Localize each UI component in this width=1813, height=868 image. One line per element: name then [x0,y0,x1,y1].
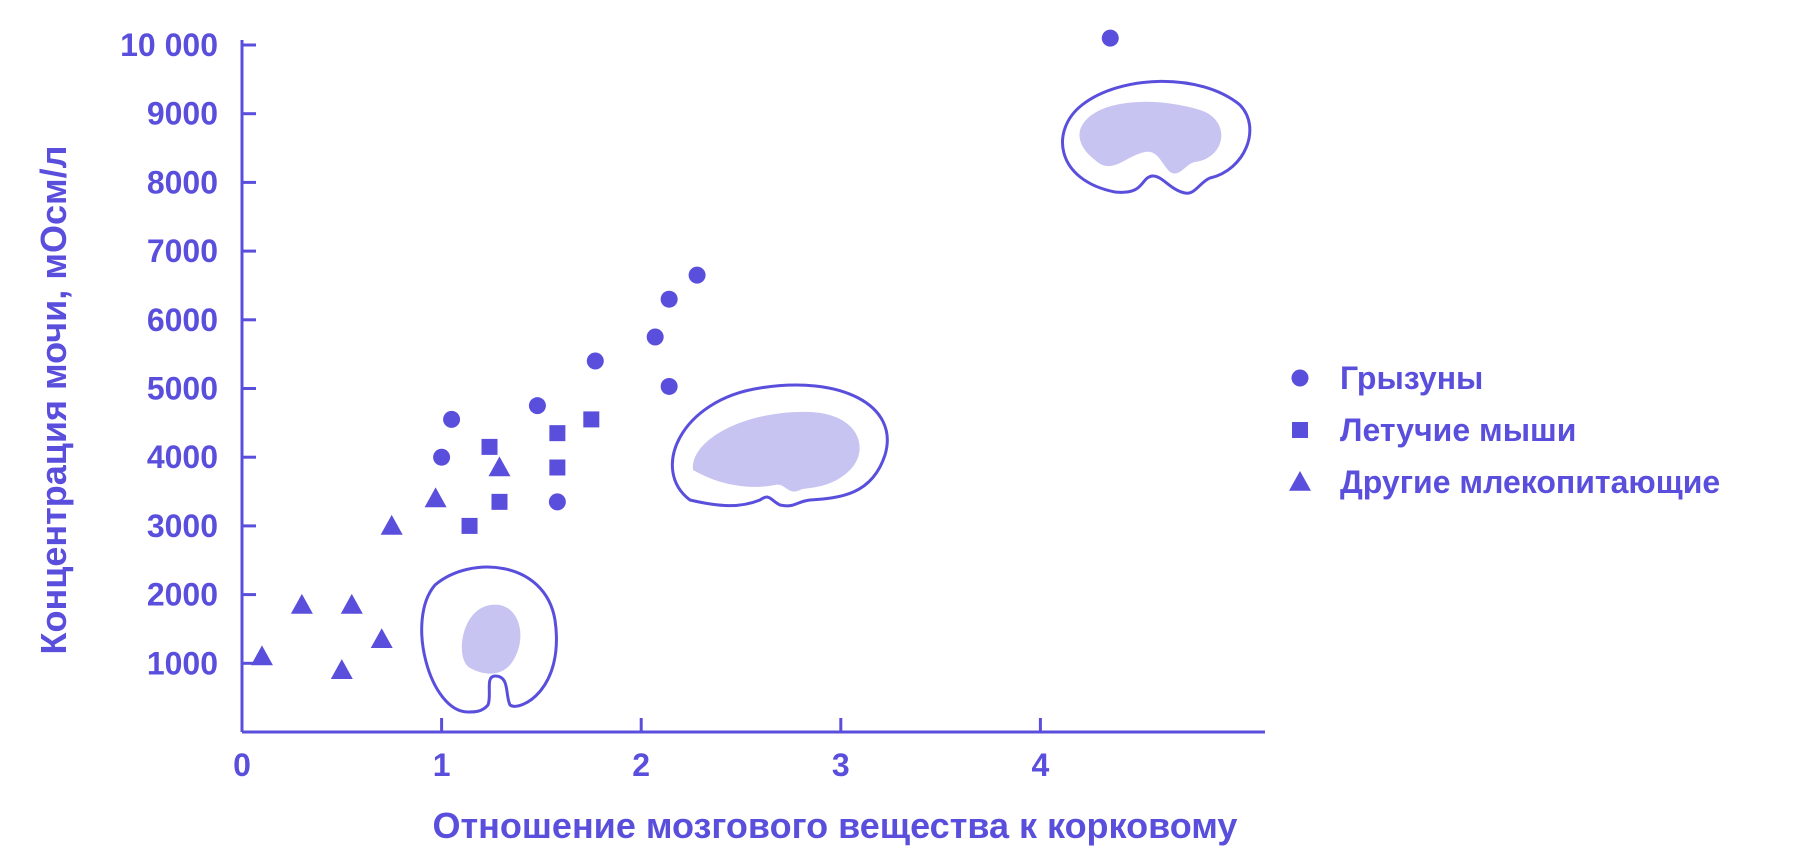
triangle-data-point [380,514,403,535]
y-tick-label: 2000 [147,577,218,613]
circle-data-point [1101,29,1119,47]
circle-data-point [660,290,678,308]
y-axis-title: Концентрация мочи, мОсм/л [33,146,74,655]
y-tick-label: 6000 [147,302,218,338]
x-tick-label: 4 [1032,747,1050,783]
triangle-data-point [340,593,363,614]
triangle-data-point [330,659,353,679]
y-tick-label: 8000 [147,164,218,200]
x-tick-label: 1 [433,747,451,783]
circle-data-point [548,493,566,511]
circle-data-point [688,266,706,284]
x-tick-label: 3 [832,747,850,783]
square-data-point [549,425,566,442]
square-data-point [549,459,566,476]
y-tick-label: 9000 [147,96,218,132]
y-tick-label: 4000 [147,439,218,475]
legend: Грызуны Летучие мыши Другие млекопитающие [1289,360,1720,500]
legend-square-marker [1292,422,1308,438]
triangle-data-point [370,628,393,649]
circle-data-point [586,352,604,370]
x-tick-label: 0 [233,747,251,783]
kidney-small-illustration [420,565,558,714]
data-markers [250,29,1119,679]
circle-data-point [443,410,461,428]
y-tick-label: 10 000 [120,27,218,63]
kidney-medium-illustration [671,383,889,508]
circle-data-point [433,448,451,466]
triangle-data-point [488,456,511,477]
legend-label: Другие млекопитающие [1340,464,1720,500]
x-axis-title: Отношение мозгового вещества к корковому [433,805,1238,846]
square-data-point [491,493,508,510]
y-tick-label: 1000 [147,645,218,681]
triangle-data-point [290,593,313,614]
kidney-large-illustration [1061,79,1252,195]
y-axis-ticks: 1000 2000 3000 4000 5000 6000 7000 8000 9000 10 0… [120,27,256,681]
triangle-data-point [250,645,273,666]
square-data-point [461,517,478,534]
legend-label: Грызуны [1340,360,1483,396]
y-tick-label: 5000 [147,371,218,407]
circle-data-point [646,328,664,346]
triangle-data-point [424,487,447,508]
y-tick-label: 3000 [147,508,218,544]
legend-triangle-marker [1289,471,1311,491]
legend-label: Летучие мыши [1340,412,1576,448]
axes [240,40,1265,734]
legend-circle-marker [1291,369,1309,387]
circle-data-point [528,397,546,415]
x-axis-ticks: 0 1 2 3 4 [233,718,1050,783]
square-data-point [583,411,600,428]
circle-data-point [660,377,678,395]
x-tick-label: 2 [632,747,650,783]
square-data-point [481,438,498,455]
y-tick-label: 7000 [147,233,218,269]
